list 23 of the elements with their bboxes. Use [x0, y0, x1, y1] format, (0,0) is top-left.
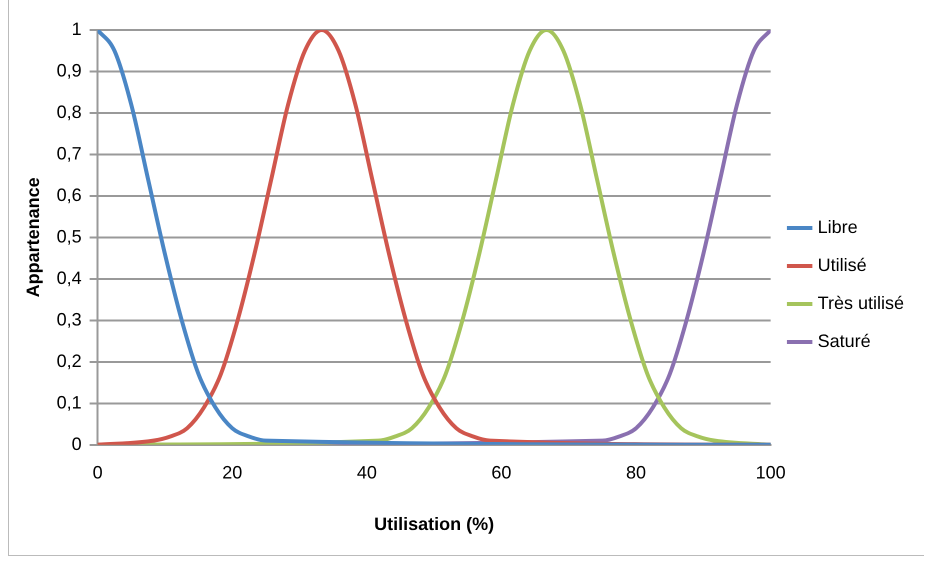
- y-tick-label: 0,5: [56, 226, 82, 246]
- x-tick-label: 60: [491, 462, 512, 483]
- x-tick-label: 40: [356, 462, 377, 483]
- y-axis-title: Appartenance: [22, 177, 43, 298]
- y-tick-label: 0,2: [56, 350, 82, 371]
- y-tick-label: 0,9: [56, 60, 82, 80]
- y-tick-label: 0,4: [56, 268, 82, 288]
- y-tick-label: 0,8: [56, 102, 82, 122]
- x-tick-label: 20: [222, 462, 242, 483]
- y-tick-label: 0: [72, 434, 82, 454]
- legend-label: Très utilisé: [818, 292, 904, 313]
- y-tick-label: 0,3: [56, 309, 82, 330]
- x-axis-title: Utilisation (%): [374, 514, 494, 534]
- legend-label: Libre: [818, 216, 858, 237]
- legend-label: Saturé: [818, 330, 871, 351]
- x-tick-label: 0: [92, 462, 103, 483]
- x-tick-label: 100: [756, 462, 786, 483]
- y-tick-label: 0,6: [56, 184, 82, 205]
- y-tick-label: 0,1: [56, 392, 82, 412]
- x-tick-label: 80: [626, 462, 646, 483]
- legend-label: Utilisé: [818, 254, 867, 275]
- y-tick-label: 0,7: [56, 143, 82, 164]
- y-tick-label: 1: [72, 18, 82, 39]
